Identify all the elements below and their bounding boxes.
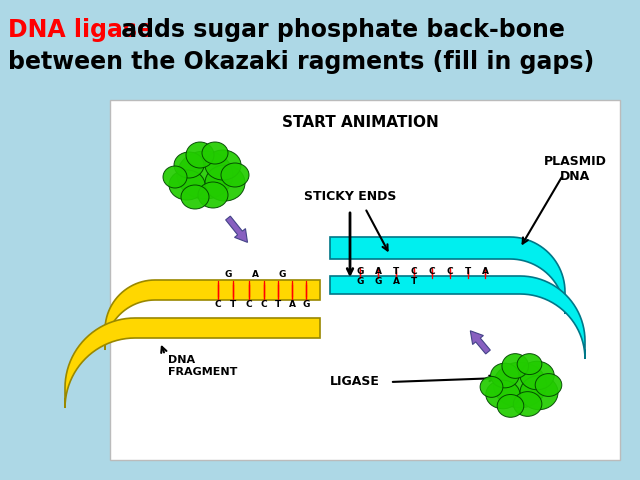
Text: A: A — [289, 300, 296, 309]
Text: C: C — [411, 267, 417, 276]
Polygon shape — [330, 276, 585, 359]
Text: T: T — [411, 277, 417, 286]
Text: C: C — [246, 300, 252, 309]
Ellipse shape — [202, 142, 228, 164]
Polygon shape — [105, 280, 320, 350]
Polygon shape — [330, 237, 565, 314]
Ellipse shape — [205, 150, 241, 180]
Text: A: A — [481, 267, 488, 276]
Text: START ANIMATION: START ANIMATION — [282, 115, 438, 130]
Ellipse shape — [169, 170, 205, 200]
Text: adds sugar phosphate back-bone: adds sugar phosphate back-bone — [113, 18, 565, 42]
Ellipse shape — [486, 380, 520, 409]
Text: DNA
FRAGMENT: DNA FRAGMENT — [168, 355, 237, 377]
Ellipse shape — [198, 182, 228, 208]
FancyBboxPatch shape — [110, 100, 620, 460]
FancyArrow shape — [470, 331, 490, 354]
Ellipse shape — [177, 151, 233, 199]
Ellipse shape — [480, 376, 503, 397]
Ellipse shape — [493, 362, 547, 408]
Text: T: T — [393, 267, 399, 276]
Ellipse shape — [520, 375, 558, 410]
Text: A: A — [252, 270, 259, 279]
Text: C: C — [214, 300, 221, 309]
Text: A: A — [374, 267, 381, 276]
Ellipse shape — [497, 395, 524, 417]
Ellipse shape — [517, 354, 542, 374]
Text: G: G — [302, 300, 310, 309]
Ellipse shape — [513, 392, 542, 416]
Ellipse shape — [186, 142, 214, 168]
Ellipse shape — [181, 185, 209, 209]
Text: T: T — [230, 300, 236, 309]
Ellipse shape — [502, 354, 529, 378]
Text: C: C — [447, 267, 453, 276]
Text: G: G — [356, 277, 364, 286]
Text: A: A — [392, 277, 399, 286]
Ellipse shape — [535, 373, 562, 396]
Text: G: G — [224, 270, 232, 279]
Ellipse shape — [490, 363, 519, 388]
Text: PLASMID
DNA: PLASMID DNA — [543, 155, 607, 183]
Text: DNA ligase: DNA ligase — [8, 18, 153, 42]
Text: between the Okazaki ragments (fill in gaps): between the Okazaki ragments (fill in ga… — [8, 50, 595, 74]
Text: C: C — [429, 267, 435, 276]
FancyArrow shape — [226, 216, 248, 242]
Text: G: G — [278, 270, 285, 279]
Polygon shape — [65, 318, 320, 408]
Ellipse shape — [163, 166, 187, 188]
Text: C: C — [260, 300, 268, 309]
Ellipse shape — [520, 361, 554, 390]
Text: G: G — [356, 267, 364, 276]
Text: T: T — [465, 267, 471, 276]
Text: T: T — [275, 300, 281, 309]
Ellipse shape — [174, 152, 204, 178]
Text: G: G — [374, 277, 381, 286]
Text: STICKY ENDS: STICKY ENDS — [304, 190, 396, 203]
Ellipse shape — [221, 163, 249, 187]
Ellipse shape — [205, 165, 245, 201]
Text: LIGASE: LIGASE — [330, 375, 380, 388]
